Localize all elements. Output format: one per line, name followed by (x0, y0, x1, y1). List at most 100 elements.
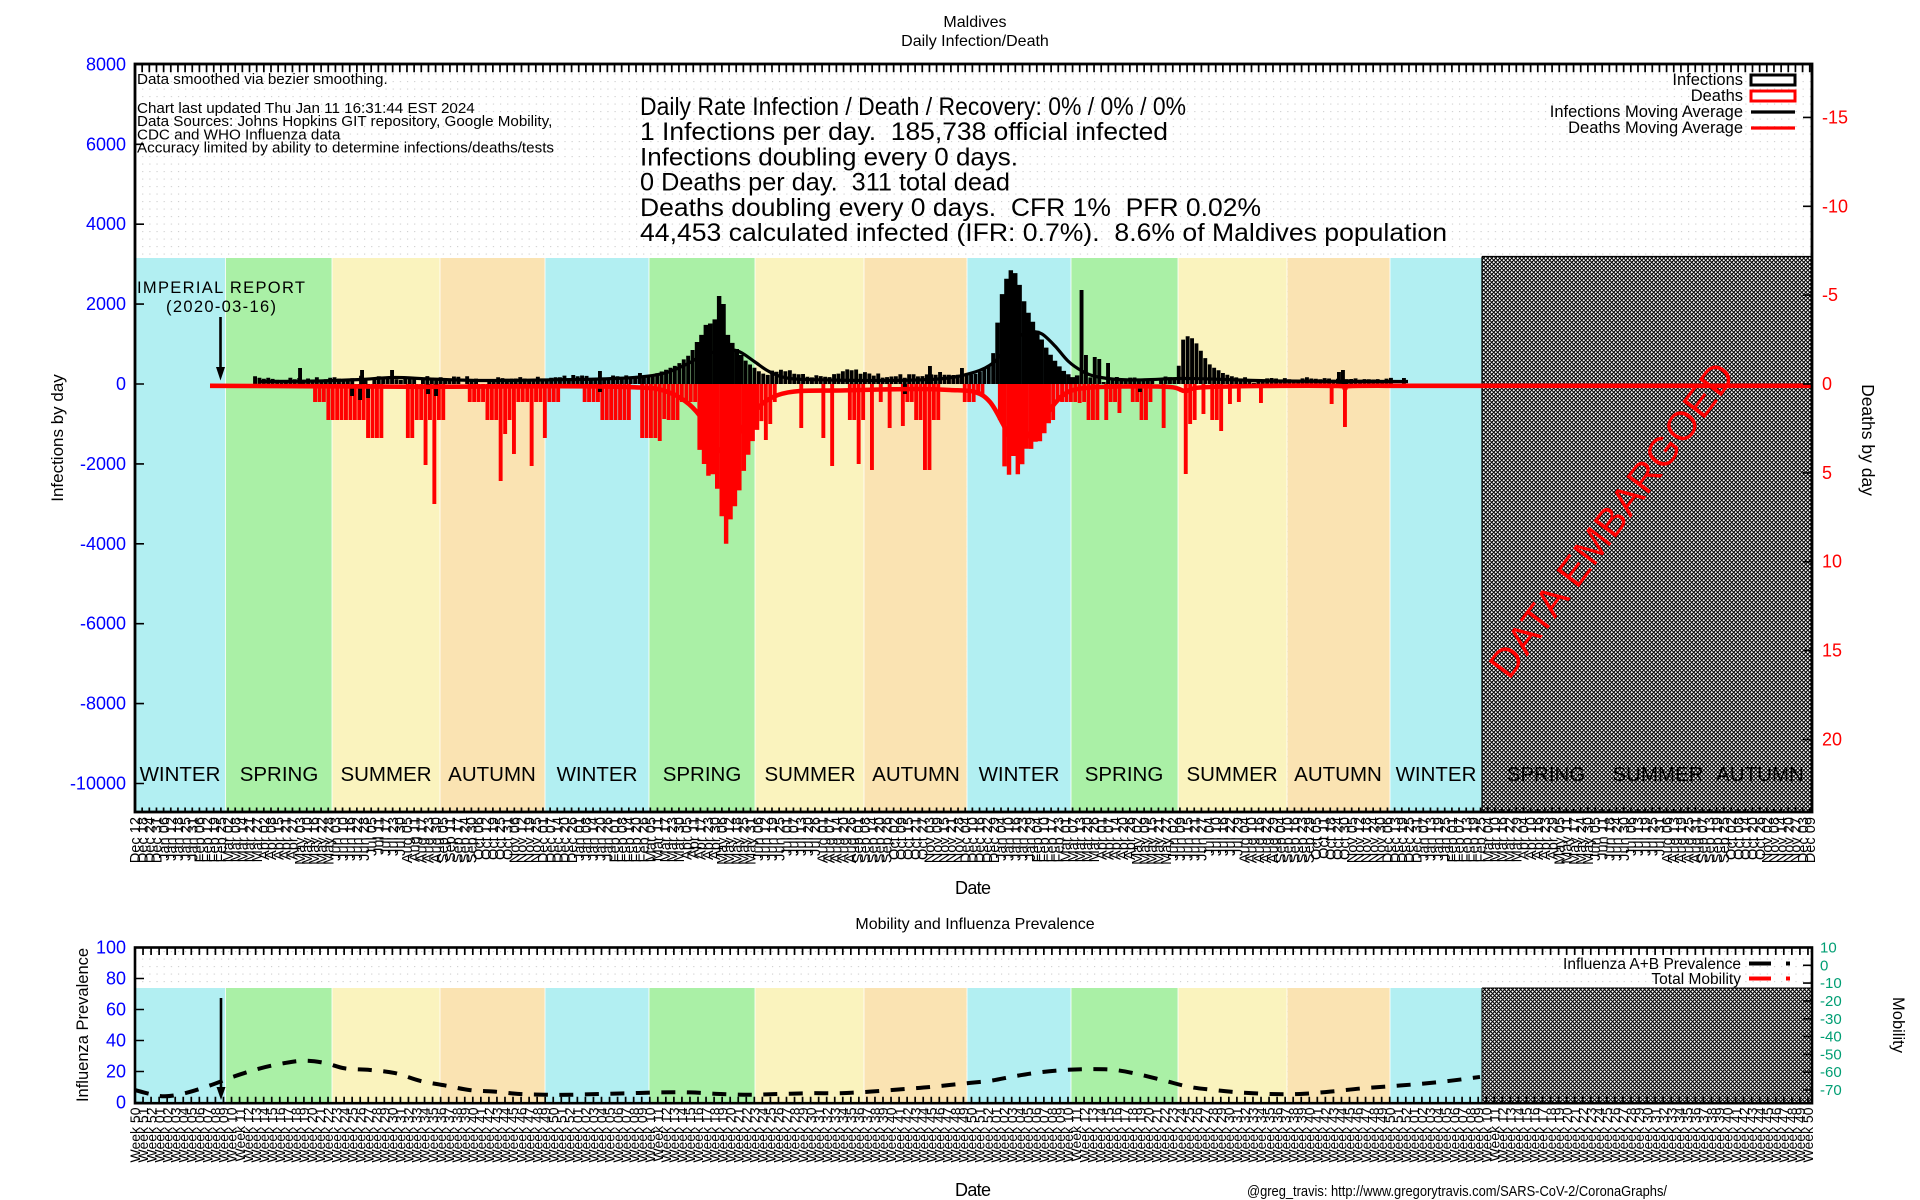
svg-text:Aug 25: Aug 25 (1681, 817, 1697, 863)
svg-text:Week 18: Week 18 (288, 1107, 304, 1162)
svg-text:2000: 2000 (86, 294, 126, 314)
svg-text:Jul 29: Jul 29 (1230, 817, 1246, 856)
svg-text:Feb 13: Feb 13 (1459, 817, 1475, 862)
svg-text:Week 04: Week 04 (594, 1107, 610, 1162)
svg-text:Week 38: Week 38 (449, 1107, 465, 1162)
svg-text:15: 15 (1822, 641, 1842, 661)
svg-text:Oct 05: Oct 05 (1309, 817, 1325, 860)
svg-text:Week 42: Week 42 (899, 1107, 915, 1162)
svg-text:Week 05: Week 05 (1438, 1107, 1454, 1162)
svg-text:Week 14: Week 14 (674, 1107, 690, 1162)
svg-text:Jun 25: Jun 25 (772, 817, 788, 861)
svg-text:Apr 05: Apr 05 (679, 817, 695, 860)
svg-text:Jul 16: Jul 16 (1216, 817, 1232, 856)
svg-text:Apr 16: Apr 16 (1531, 817, 1547, 860)
svg-text:Feb 25: Feb 25 (214, 817, 230, 862)
svg-text:Sep 20: Sep 20 (873, 817, 889, 863)
svg-text:Aug 11: Aug 11 (407, 817, 423, 862)
svg-text:AUTUMN: AUTUMN (1294, 763, 1382, 786)
svg-text:Daily Rate Infection / Death /: Daily Rate Infection / Death / Recovery:… (640, 93, 1186, 121)
svg-text:Week 21: Week 21 (312, 1107, 328, 1162)
svg-text:Week 07: Week 07 (1036, 1107, 1052, 1162)
svg-text:Nov 21: Nov 21 (944, 817, 960, 863)
svg-text:Jun 10: Jun 10 (336, 817, 352, 861)
svg-text:Week 49: Week 49 (1792, 1107, 1808, 1162)
svg-text:Nov 14: Nov 14 (1774, 817, 1790, 863)
svg-text:Week 11: Week 11 (650, 1107, 666, 1161)
svg-text:-4000: -4000 (80, 534, 126, 554)
svg-text:May 22: May 22 (314, 817, 330, 865)
svg-text:Week 28: Week 28 (369, 1107, 385, 1162)
svg-text:Week 16: Week 16 (1108, 1107, 1124, 1162)
svg-text:Jan 13: Jan 13 (1424, 817, 1440, 861)
svg-text:Week 45: Week 45 (505, 1107, 521, 1162)
svg-text:Jan 19: Jan 19 (1431, 817, 1447, 861)
svg-text:Week 42: Week 42 (481, 1107, 497, 1162)
svg-text:Week 40: Week 40 (1302, 1107, 1318, 1162)
svg-text:Aug 30: Aug 30 (429, 817, 445, 863)
svg-text:May 16: May 16 (307, 817, 323, 865)
svg-text:Week 51: Week 51 (972, 1107, 988, 1162)
svg-text:Week 43: Week 43 (1326, 1107, 1342, 1162)
svg-text:-15: -15 (1822, 107, 1848, 127)
svg-text:40: 40 (106, 1031, 126, 1051)
svg-text:Apr 21: Apr 21 (279, 817, 295, 860)
svg-text:Week 20: Week 20 (304, 1107, 320, 1162)
svg-text:Week 15: Week 15 (1100, 1107, 1116, 1162)
svg-text:4000: 4000 (86, 214, 126, 234)
svg-text:Week 01: Week 01 (151, 1107, 167, 1162)
svg-text:Week 39: Week 39 (1293, 1107, 1309, 1162)
svg-text:Feb 07: Feb 07 (1452, 817, 1468, 862)
svg-text:-5: -5 (1822, 285, 1838, 305)
svg-text:Feb 08: Feb 08 (615, 817, 631, 862)
svg-text:Week 19: Week 19 (1133, 1107, 1149, 1162)
svg-text:Week 35: Week 35 (425, 1107, 441, 1162)
svg-text:Sep 11: Sep 11 (443, 817, 459, 862)
svg-text:Week 10: Week 10 (1478, 1107, 1494, 1162)
svg-text:Apr 08: Apr 08 (264, 817, 280, 860)
svg-text:Infections by day: Infections by day (48, 374, 67, 502)
svg-text:Week 32: Week 32 (401, 1107, 417, 1162)
svg-text:Mar 29: Mar 29 (1510, 817, 1526, 862)
svg-text:Jul 10: Jul 10 (1209, 817, 1225, 856)
svg-text:Week 09: Week 09 (634, 1107, 650, 1162)
svg-text:Week 22: Week 22 (1575, 1107, 1591, 1162)
svg-text:Apr 11: Apr 11 (686, 817, 702, 859)
svg-text:Aug 23: Aug 23 (422, 817, 438, 863)
svg-text:Aug 01: Aug 01 (815, 817, 831, 863)
svg-text:Aug 17: Aug 17 (415, 817, 431, 863)
svg-text:Week 21: Week 21 (1567, 1107, 1583, 1162)
svg-text:Aug 13: Aug 13 (1667, 817, 1683, 863)
svg-text:Sep 17: Sep 17 (450, 817, 466, 863)
svg-text:Aug 04: Aug 04 (1238, 817, 1254, 863)
svg-text:Week 13: Week 13 (248, 1107, 264, 1162)
svg-text:Nov 24: Nov 24 (1366, 817, 1382, 863)
svg-text:Week 31: Week 31 (1229, 1107, 1245, 1162)
svg-text:Week 50: Week 50 (964, 1107, 980, 1162)
svg-text:Dec 24: Dec 24 (143, 817, 159, 863)
svg-text:Feb 26: Feb 26 (636, 817, 652, 862)
svg-text:Week 37: Week 37 (441, 1107, 457, 1162)
svg-text:Week 37: Week 37 (1277, 1107, 1293, 1162)
svg-text:Week 49: Week 49 (1374, 1107, 1390, 1162)
svg-text:WINTER: WINTER (557, 763, 638, 786)
svg-text:SPRING: SPRING (663, 763, 742, 786)
svg-text:Week 06: Week 06 (1028, 1107, 1044, 1162)
svg-text:Week 06: Week 06 (1446, 1107, 1462, 1162)
svg-text:Week 51: Week 51 (554, 1107, 570, 1162)
svg-text:Week 22: Week 22 (320, 1107, 336, 1162)
svg-text:Jun 02: Jun 02 (1166, 817, 1182, 861)
svg-text:Week 28: Week 28 (787, 1107, 803, 1162)
svg-text:Week 51: Week 51 (135, 1107, 151, 1162)
svg-text:Week 27: Week 27 (1615, 1107, 1631, 1162)
svg-text:Week 48: Week 48 (948, 1107, 964, 1162)
svg-text:Week 52: Week 52 (562, 1107, 578, 1162)
svg-text:Dec 06: Dec 06 (1381, 817, 1397, 863)
svg-text:Week 21: Week 21 (1149, 1107, 1165, 1162)
svg-text:Week 05: Week 05 (602, 1107, 618, 1162)
svg-text:Week 25: Week 25 (344, 1107, 360, 1162)
svg-text:Week 41: Week 41 (1728, 1107, 1744, 1162)
svg-text:Week 28: Week 28 (1623, 1107, 1639, 1162)
svg-text:Deaths Moving Average: Deaths Moving Average (1568, 119, 1743, 137)
svg-text:Week 15: Week 15 (1519, 1107, 1535, 1162)
